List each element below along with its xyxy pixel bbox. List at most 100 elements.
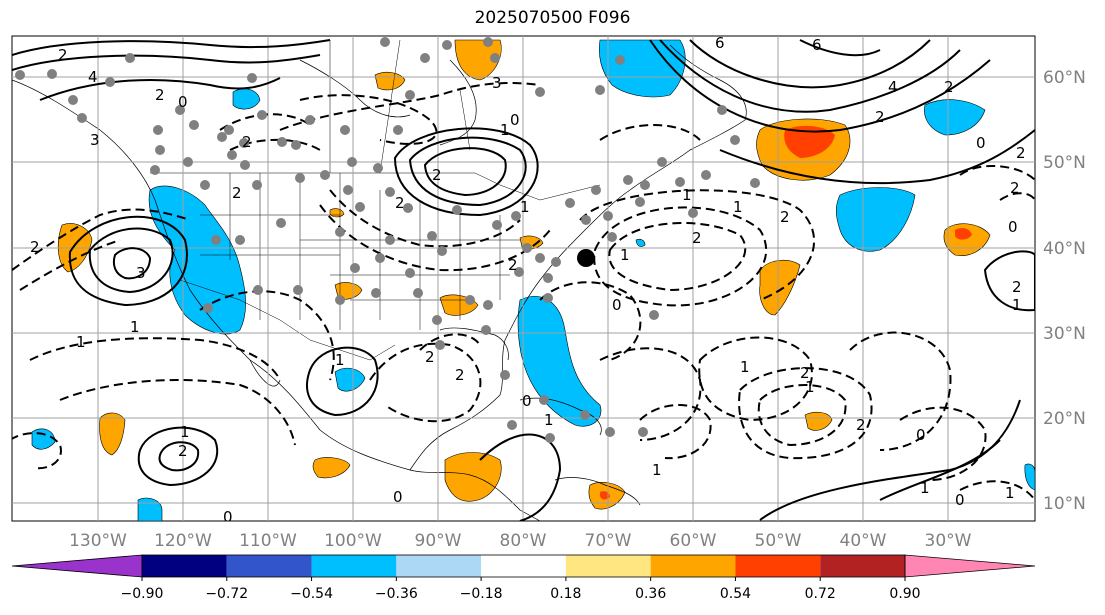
svg-text:3: 3 bbox=[90, 131, 100, 149]
svg-text:2: 2 bbox=[242, 133, 252, 151]
colorbar-segment bbox=[735, 555, 821, 577]
svg-text:0: 0 bbox=[955, 491, 965, 509]
svg-text:1: 1 bbox=[805, 378, 815, 396]
svg-text:30°W: 30°W bbox=[925, 531, 972, 551]
svg-text:30°N: 30°N bbox=[1043, 324, 1086, 344]
svg-text:90°W: 90°W bbox=[415, 531, 462, 551]
svg-text:2: 2 bbox=[30, 238, 40, 256]
svg-text:0: 0 bbox=[178, 93, 188, 111]
strong-positive-anomaly-shading bbox=[600, 125, 972, 500]
svg-text:40°N: 40°N bbox=[1043, 239, 1086, 259]
svg-text:0: 0 bbox=[522, 392, 532, 410]
svg-text:1: 1 bbox=[180, 423, 190, 441]
svg-text:0: 0 bbox=[223, 508, 233, 526]
svg-text:120°W: 120°W bbox=[154, 531, 212, 551]
svg-text:60°W: 60°W bbox=[670, 531, 717, 551]
svg-text:2: 2 bbox=[155, 86, 165, 104]
colorbar-tick-label: −0.90 bbox=[121, 586, 164, 602]
svg-text:4: 4 bbox=[88, 68, 98, 86]
svg-text:20°N: 20°N bbox=[1043, 409, 1086, 429]
colorbar-ticks: −0.90 −0.72 −0.54 −0.36 −0.18 0.18 0.36 0.54 0.7… bbox=[121, 577, 921, 602]
svg-text:0: 0 bbox=[510, 111, 520, 129]
colorbar-tick-label: −0.54 bbox=[290, 586, 333, 602]
svg-text:80°W: 80°W bbox=[500, 531, 547, 551]
svg-text:0: 0 bbox=[393, 488, 403, 506]
svg-text:2: 2 bbox=[508, 256, 518, 274]
colorbar-segment bbox=[650, 555, 736, 577]
svg-text:1: 1 bbox=[130, 318, 140, 336]
svg-text:0: 0 bbox=[976, 134, 986, 152]
colorbar-tick-label: 0.72 bbox=[805, 586, 836, 602]
svg-text:2: 2 bbox=[800, 364, 810, 382]
svg-text:2: 2 bbox=[944, 78, 954, 96]
positive-contours bbox=[12, 39, 1035, 521]
longitude-labels: 130°W 120°W 110°W 100°W 90°W 80°W 70°W 6… bbox=[69, 531, 972, 551]
svg-text:70°W: 70°W bbox=[585, 531, 632, 551]
svg-text:100°W: 100°W bbox=[324, 531, 382, 551]
svg-text:10°N: 10°N bbox=[1043, 494, 1086, 514]
latitude-labels: 60°N 50°N 40°N 30°N 20°N 10°N bbox=[1043, 68, 1086, 514]
svg-text:50°N: 50°N bbox=[1043, 153, 1086, 173]
svg-text:2: 2 bbox=[58, 46, 68, 64]
colorbar-tick-label: −0.36 bbox=[375, 586, 418, 602]
svg-text:1: 1 bbox=[335, 351, 345, 369]
svg-text:110°W: 110°W bbox=[239, 531, 297, 551]
svg-text:2: 2 bbox=[875, 108, 885, 126]
svg-text:1: 1 bbox=[682, 186, 692, 204]
colorbar-segment bbox=[565, 555, 651, 577]
graticule bbox=[12, 36, 1035, 521]
svg-text:0: 0 bbox=[916, 426, 926, 444]
svg-text:1: 1 bbox=[520, 198, 530, 216]
svg-text:2: 2 bbox=[1010, 179, 1020, 197]
svg-text:2: 2 bbox=[232, 184, 242, 202]
svg-text:1: 1 bbox=[733, 198, 743, 216]
location-marker bbox=[577, 249, 595, 267]
svg-text:1: 1 bbox=[1005, 484, 1015, 502]
svg-text:1: 1 bbox=[544, 411, 554, 429]
svg-text:1: 1 bbox=[652, 461, 662, 479]
svg-text:40°W: 40°W bbox=[840, 531, 887, 551]
colorbar-segment bbox=[11, 554, 143, 578]
map-title: 2025070500 F096 bbox=[474, 8, 631, 28]
colorbar-tick-label: 0.36 bbox=[635, 586, 666, 602]
svg-text:2: 2 bbox=[692, 229, 702, 247]
svg-text:1: 1 bbox=[500, 121, 510, 139]
colorbar-segment bbox=[142, 555, 227, 577]
station-dots bbox=[15, 37, 760, 443]
svg-text:60°N: 60°N bbox=[1043, 68, 1086, 88]
colorbar bbox=[11, 554, 1036, 578]
svg-text:1: 1 bbox=[1012, 296, 1022, 314]
colorbar-tick-label: 0.90 bbox=[889, 586, 920, 602]
svg-text:2: 2 bbox=[1016, 144, 1026, 162]
svg-text:4: 4 bbox=[888, 78, 898, 96]
colorbar-segment bbox=[311, 555, 397, 577]
colorbar-tick-label: 0.18 bbox=[550, 586, 581, 602]
svg-text:2: 2 bbox=[425, 348, 435, 366]
colorbar-tick-label: −0.18 bbox=[460, 586, 503, 602]
colorbar-segment bbox=[481, 555, 566, 577]
svg-text:1: 1 bbox=[620, 246, 630, 264]
colorbar-segment bbox=[904, 554, 1036, 578]
svg-text:6: 6 bbox=[715, 34, 725, 52]
colorbar-tick-label: −0.72 bbox=[205, 586, 248, 602]
svg-text:0: 0 bbox=[612, 296, 622, 314]
svg-text:2: 2 bbox=[856, 416, 866, 434]
svg-text:3: 3 bbox=[136, 264, 146, 282]
svg-text:2: 2 bbox=[178, 442, 188, 460]
svg-text:1: 1 bbox=[740, 358, 750, 376]
svg-text:2: 2 bbox=[780, 208, 790, 226]
svg-text:2: 2 bbox=[395, 194, 405, 212]
colorbar-segment bbox=[820, 555, 905, 577]
svg-text:3: 3 bbox=[492, 74, 502, 92]
colorbar-segment bbox=[226, 555, 312, 577]
svg-text:2: 2 bbox=[455, 366, 465, 384]
political-borders bbox=[150, 39, 601, 361]
contour-labels: 2 4 0 2 3 2 3 6 6 2 4 2 2 0 1 2 2 0 2 2 … bbox=[30, 34, 1026, 526]
colorbar-segment bbox=[396, 555, 482, 577]
svg-text:2: 2 bbox=[432, 166, 442, 184]
colorbar-tick-label: 0.54 bbox=[720, 586, 751, 602]
svg-text:130°W: 130°W bbox=[69, 531, 127, 551]
svg-text:0: 0 bbox=[1008, 218, 1018, 236]
svg-text:2: 2 bbox=[1012, 278, 1022, 296]
